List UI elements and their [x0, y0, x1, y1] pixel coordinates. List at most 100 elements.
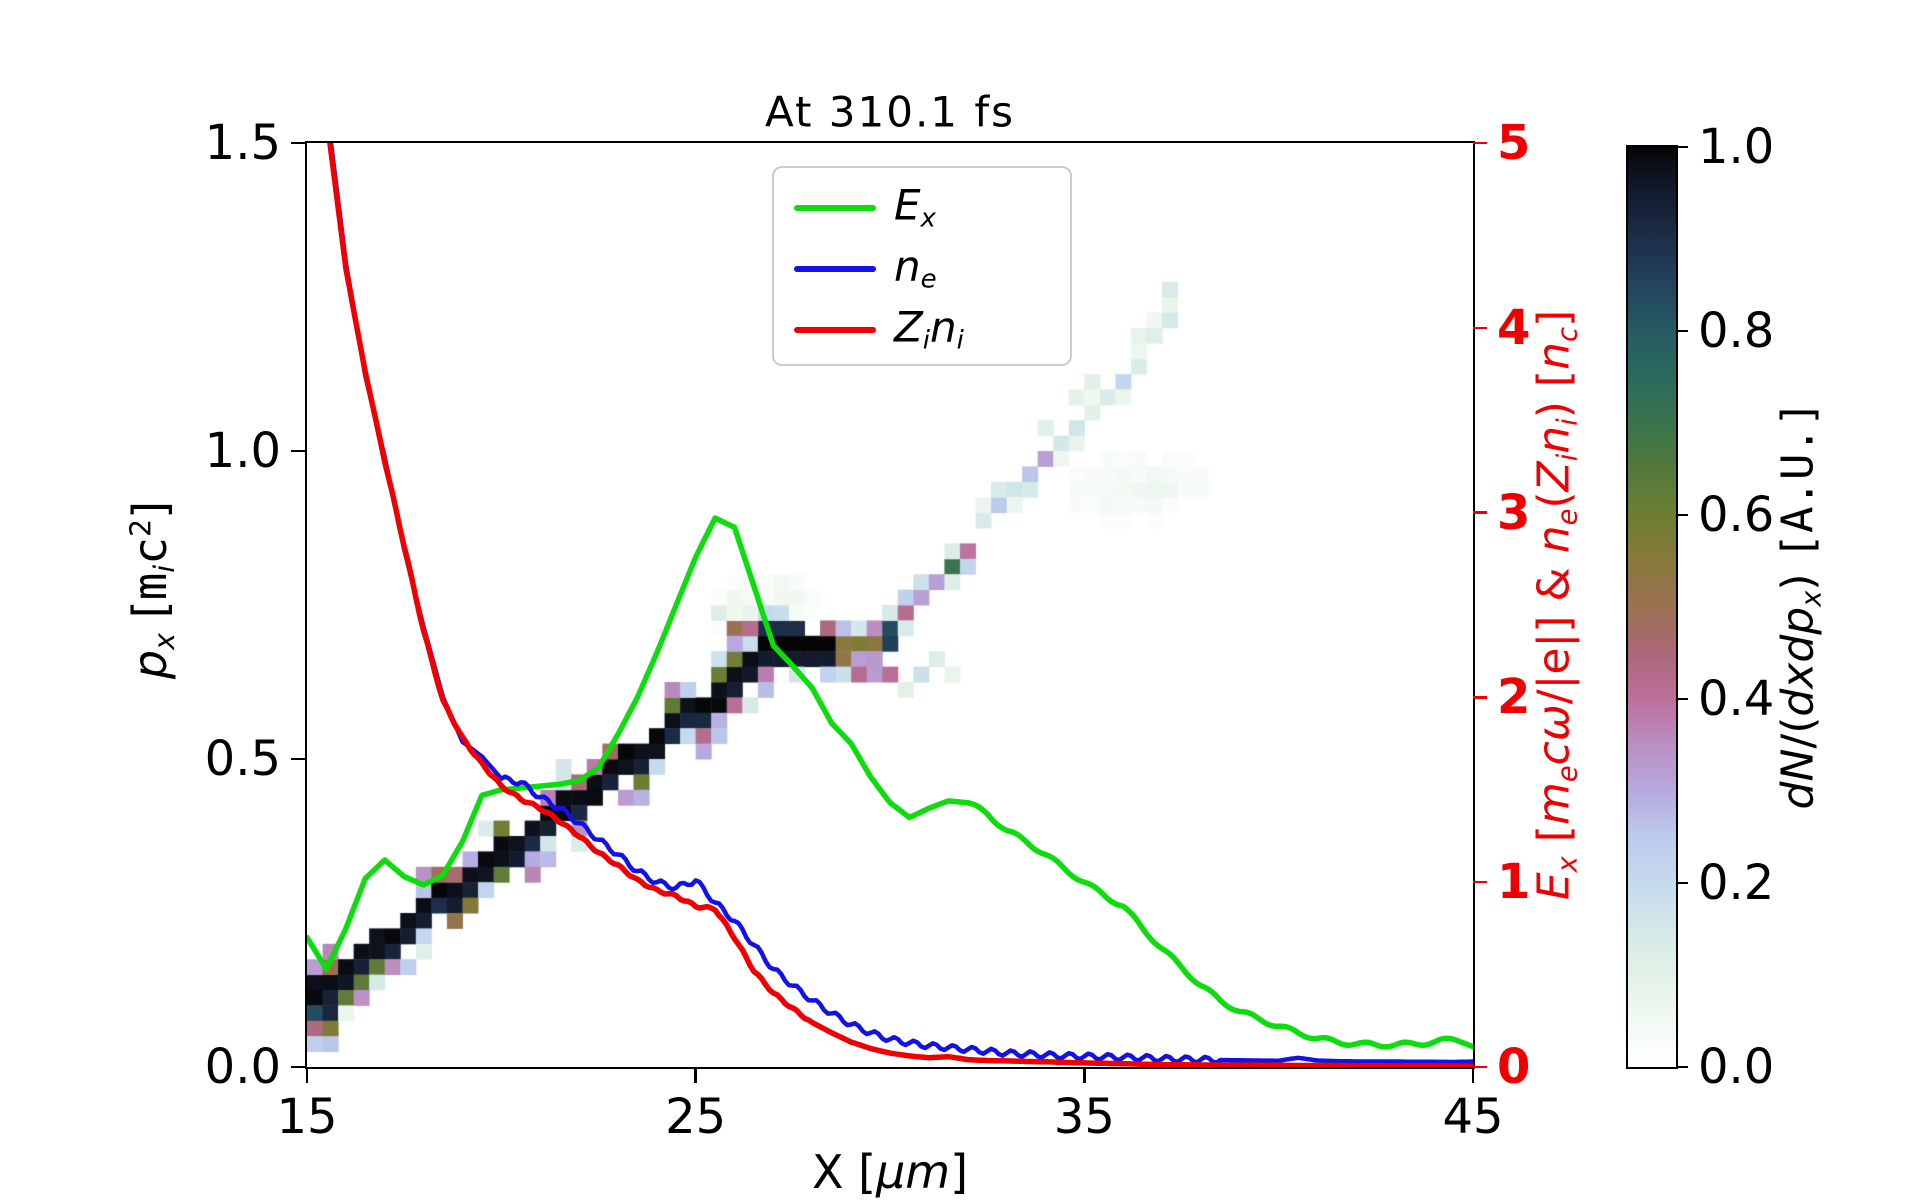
- x-axis-label: X [μm]: [812, 1145, 968, 1199]
- label-segment: x: [920, 203, 936, 234]
- label-segment: n: [930, 302, 957, 352]
- label-segment: c: [123, 537, 178, 565]
- legend-label-Zini: Zini: [894, 306, 964, 356]
- y-left-tick-label: 0.0: [204, 1039, 281, 1095]
- label-segment: (: [1528, 491, 1580, 509]
- label-segment: c: [1528, 741, 1580, 766]
- label-segment: c: [1552, 327, 1584, 343]
- legend-line-Zini: [794, 327, 876, 333]
- y-left-tick: [291, 449, 307, 453]
- y-right-tick: [1473, 326, 1487, 330]
- x-tick-label: 35: [1053, 1089, 1115, 1145]
- label-segment: m: [123, 572, 178, 601]
- label-segment: X: [811, 1145, 859, 1199]
- label-segment: Z: [1528, 461, 1580, 492]
- colorbar-tick: [1678, 329, 1688, 333]
- y-right-tick-label: 4: [1497, 299, 1531, 356]
- y-right-tick-label: 0: [1497, 1039, 1531, 1095]
- label-segment: dN: [1772, 748, 1824, 810]
- curve-Zini: [327, 143, 1473, 1067]
- label-segment: p: [123, 649, 178, 680]
- label-segment: μm: [876, 1145, 951, 1199]
- y-left-tick-label: 1.5: [204, 115, 281, 171]
- curve-Ex: [307, 515, 1473, 1050]
- colorbar-label: dN/(dxdpx) [A.U.]: [1773, 401, 1828, 810]
- x-tick: [694, 1067, 697, 1083]
- label-segment: /(: [1772, 716, 1824, 749]
- curves-layer: [307, 143, 1473, 1067]
- y-left-tick: [291, 1065, 307, 1069]
- label-segment: ]: [1528, 309, 1580, 328]
- label-segment: n: [894, 241, 921, 291]
- legend-line-Ex: [794, 205, 876, 211]
- y-axis-label-right: Ex [mecω/|e|] & ne(Zini) [nc]: [1529, 310, 1584, 900]
- label-segment: i: [922, 325, 931, 356]
- y-right-tick: [1473, 511, 1487, 514]
- colorbar-tick-label: 0.6: [1698, 487, 1775, 543]
- label-segment: e: [1552, 765, 1584, 783]
- label-segment: [: [1528, 825, 1580, 857]
- legend-label-ne: ne: [894, 245, 937, 295]
- label-segment: [: [858, 1145, 877, 1199]
- colorbar-tick: [1678, 145, 1688, 149]
- y-right-tick-label: 3: [1497, 484, 1531, 541]
- x-tick: [1083, 1067, 1086, 1083]
- label-segment: i: [1552, 418, 1584, 426]
- colorbar-tick: [1678, 697, 1688, 701]
- x-tick: [305, 1067, 309, 1083]
- y-axis-label-left: px [mic2]: [123, 501, 181, 679]
- label-segment: i: [147, 564, 181, 573]
- label-segment: ω: [1528, 704, 1580, 742]
- legend: Ex ne Zini: [772, 166, 1072, 366]
- label-segment: E: [1528, 872, 1580, 901]
- y-right-tick: [1473, 696, 1487, 699]
- y-left-tick: [291, 141, 307, 145]
- label-segment: ) [: [1528, 369, 1580, 419]
- colorbar-tick: [1678, 881, 1688, 885]
- label-segment: dxdp: [1772, 606, 1824, 717]
- label-segment: e: [920, 264, 937, 295]
- label-segment: E: [894, 180, 921, 230]
- y-right-tick: [1473, 1065, 1487, 1069]
- colorbar-tick-label: 0.0: [1698, 1039, 1775, 1095]
- curve-ne: [328, 143, 1473, 1065]
- label-segment: n: [1528, 525, 1580, 554]
- label-segment: [: [123, 600, 178, 633]
- y-right-tick-label: 1: [1497, 854, 1531, 911]
- y-left-tick: [291, 757, 307, 761]
- label-segment: e: [1552, 508, 1584, 526]
- x-tick-label: 25: [665, 1089, 727, 1145]
- colorbar-tick: [1678, 1065, 1688, 1069]
- colorbar-tick: [1678, 513, 1688, 517]
- label-segment: n: [1528, 342, 1580, 370]
- colorbar-tick-label: 1.0: [1698, 119, 1775, 175]
- y-right-tick: [1473, 141, 1487, 145]
- colorbar: [1626, 145, 1678, 1069]
- label-segment: 2: [124, 518, 158, 538]
- y-right-tick-label: 5: [1497, 115, 1531, 171]
- label-segment: x: [1552, 856, 1584, 873]
- label-segment: x: [1796, 590, 1828, 607]
- colorbar-tick-label: 0.8: [1698, 303, 1775, 359]
- colorbar-tick-label: 0.2: [1698, 855, 1775, 911]
- y-left-tick-label: 0.5: [204, 731, 281, 787]
- colorbar-tick-label: 0.4: [1698, 671, 1775, 727]
- label-segment: /|e|] &: [1528, 553, 1580, 705]
- label-segment: ]: [950, 1145, 969, 1199]
- y-right-tick-label: 2: [1497, 669, 1531, 726]
- label-segment: ): [1772, 559, 1824, 591]
- y-right-tick: [1473, 880, 1487, 884]
- x-tick: [1471, 1067, 1475, 1083]
- label-segment: [A.U.]: [1772, 400, 1824, 560]
- label-segment: n: [1528, 425, 1580, 454]
- label-segment: m: [1528, 782, 1580, 826]
- plot-title: At 310.1 fs: [764, 87, 1016, 137]
- y-left-tick-label: 1.0: [204, 423, 281, 479]
- legend-label-Ex: Ex: [894, 184, 936, 234]
- x-tick-label: 15: [276, 1089, 338, 1145]
- label-segment: Z: [894, 302, 923, 352]
- legend-line-ne: [794, 266, 876, 272]
- label-segment: ]: [123, 500, 178, 519]
- x-tick-label: 45: [1442, 1089, 1504, 1145]
